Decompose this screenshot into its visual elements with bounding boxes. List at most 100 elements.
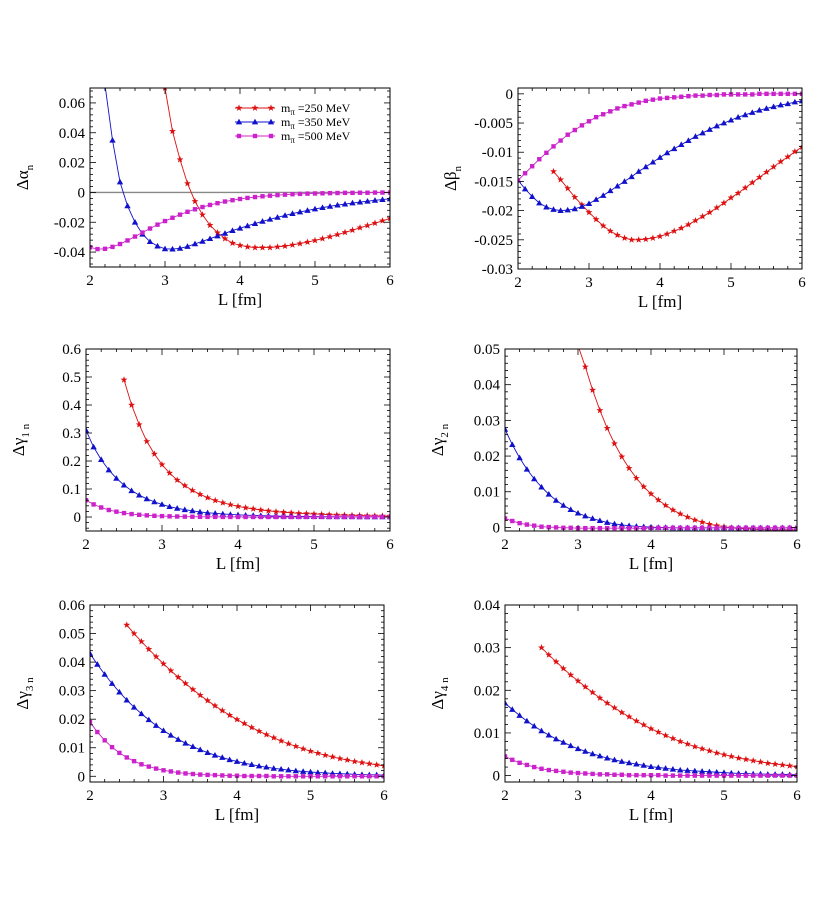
data-point-m250 [191, 197, 199, 205]
legend-marker [267, 118, 275, 125]
data-point-m350 [618, 758, 625, 764]
data-point-m350 [618, 521, 625, 528]
data-point-m250 [274, 243, 281, 250]
data-point-m250 [698, 518, 706, 525]
y-tick-label: 0 [78, 185, 86, 201]
data-point-m500 [251, 514, 256, 520]
data-point-m500 [342, 190, 348, 196]
data-point-m500 [380, 190, 385, 195]
data-point-m350 [523, 717, 531, 724]
data-point-m500 [256, 773, 262, 779]
data-point-m500 [374, 774, 379, 779]
data-point-m250 [625, 464, 633, 472]
x-tick-label: 6 [386, 537, 394, 553]
data-point-m250 [684, 513, 691, 520]
y-tick-label: 0.01 [59, 741, 85, 757]
data-point-m350 [720, 119, 728, 126]
data-point-m250 [264, 507, 272, 514]
y-tick-label: 0.4 [62, 398, 81, 414]
data-point-m350 [259, 218, 266, 224]
data-point-m250 [669, 734, 677, 742]
data-point-m500 [641, 525, 646, 531]
data-point-m500 [735, 92, 741, 97]
data-point-m350 [94, 661, 101, 667]
data-point-m500 [678, 525, 683, 530]
data-point-m350 [607, 187, 614, 194]
x-tick-label: 3 [574, 537, 582, 553]
data-point-m250 [647, 490, 655, 497]
data-point-m350 [536, 199, 543, 206]
data-point-m500 [144, 513, 149, 518]
data-point-m350 [364, 198, 371, 204]
data-point-m500 [586, 119, 592, 124]
data-point-m250 [295, 509, 303, 517]
data-point-m500 [597, 772, 603, 777]
data-point-m500 [693, 93, 698, 98]
data-point-m500 [728, 92, 734, 97]
data-point-m500 [359, 774, 365, 779]
data-point-m350 [713, 768, 720, 775]
data-point-m350 [589, 750, 596, 757]
data-point-m500 [601, 112, 606, 117]
data-point-m500 [685, 773, 690, 778]
data-point-m350 [604, 754, 611, 761]
data-point-m500 [764, 91, 769, 97]
data-point-m500 [315, 774, 321, 779]
data-point-m350 [154, 242, 161, 249]
data-point-m250 [204, 697, 212, 704]
data-point-m350 [798, 97, 802, 104]
data-point-m250 [287, 509, 295, 516]
data-point-m500 [342, 514, 347, 520]
data-point-m350 [90, 650, 94, 656]
data-point-m250 [173, 476, 181, 483]
data-point-m350 [311, 205, 319, 212]
data-point-m250 [599, 222, 607, 229]
y-axis-label: Δγ3 n [13, 677, 36, 710]
data-point-m250 [793, 763, 797, 770]
data-point-m500 [146, 764, 151, 769]
data-point-m250 [654, 728, 662, 736]
data-point-m500 [290, 192, 295, 197]
data-point-m250 [233, 715, 241, 723]
data-point-m500 [558, 138, 563, 143]
x-tick-label: 2 [82, 537, 90, 553]
data-point-m250 [285, 740, 292, 747]
data-point-m500 [626, 525, 632, 531]
data-point-m250 [379, 217, 386, 224]
data-point-m350 [649, 158, 657, 165]
data-point-m500 [707, 92, 712, 98]
data-point-m500 [349, 514, 355, 520]
data-point-m350 [628, 173, 635, 180]
data-point-m350 [219, 754, 226, 760]
data-point-m250 [158, 461, 166, 468]
series-line-m500 [90, 721, 384, 777]
data-point-m350 [529, 193, 536, 199]
data-point-m250 [302, 510, 310, 517]
y-axis-label: Δγ2 n [428, 423, 451, 456]
y-axis-label: Δγ1 n [9, 423, 32, 456]
data-point-m350 [274, 214, 281, 220]
data-point-m500 [312, 191, 318, 196]
x-tick-label: 4 [656, 275, 664, 291]
data-point-m500 [510, 518, 515, 524]
data-point-m500 [170, 215, 175, 220]
data-point-m500 [551, 144, 556, 149]
data-point-m500 [532, 764, 537, 770]
data-point-m500 [553, 768, 559, 774]
data-point-m500 [539, 766, 544, 771]
x-tick-label: 4 [234, 537, 242, 553]
data-point-m250 [314, 749, 322, 757]
y-tick-label: 0.02 [59, 156, 85, 172]
series-m250 [550, 143, 802, 243]
data-point-m350 [567, 506, 574, 512]
data-point-m500 [153, 766, 159, 771]
data-point-m500 [207, 202, 213, 208]
data-point-m500 [505, 516, 508, 521]
y-tick-label: 0 [74, 510, 82, 526]
x-tick-label: 6 [386, 273, 394, 289]
data-point-m250 [692, 216, 699, 224]
data-point-m500 [271, 774, 276, 779]
data-point-m500 [95, 729, 100, 735]
data-point-m500 [524, 522, 530, 527]
data-point-m350 [189, 743, 197, 749]
